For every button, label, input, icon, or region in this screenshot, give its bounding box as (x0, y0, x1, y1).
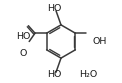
Text: HO: HO (47, 70, 61, 79)
Text: HO: HO (16, 32, 31, 41)
Text: OH: OH (93, 37, 107, 46)
Text: HO: HO (47, 4, 61, 13)
Text: H₂O: H₂O (79, 70, 97, 79)
Text: O: O (20, 49, 27, 58)
